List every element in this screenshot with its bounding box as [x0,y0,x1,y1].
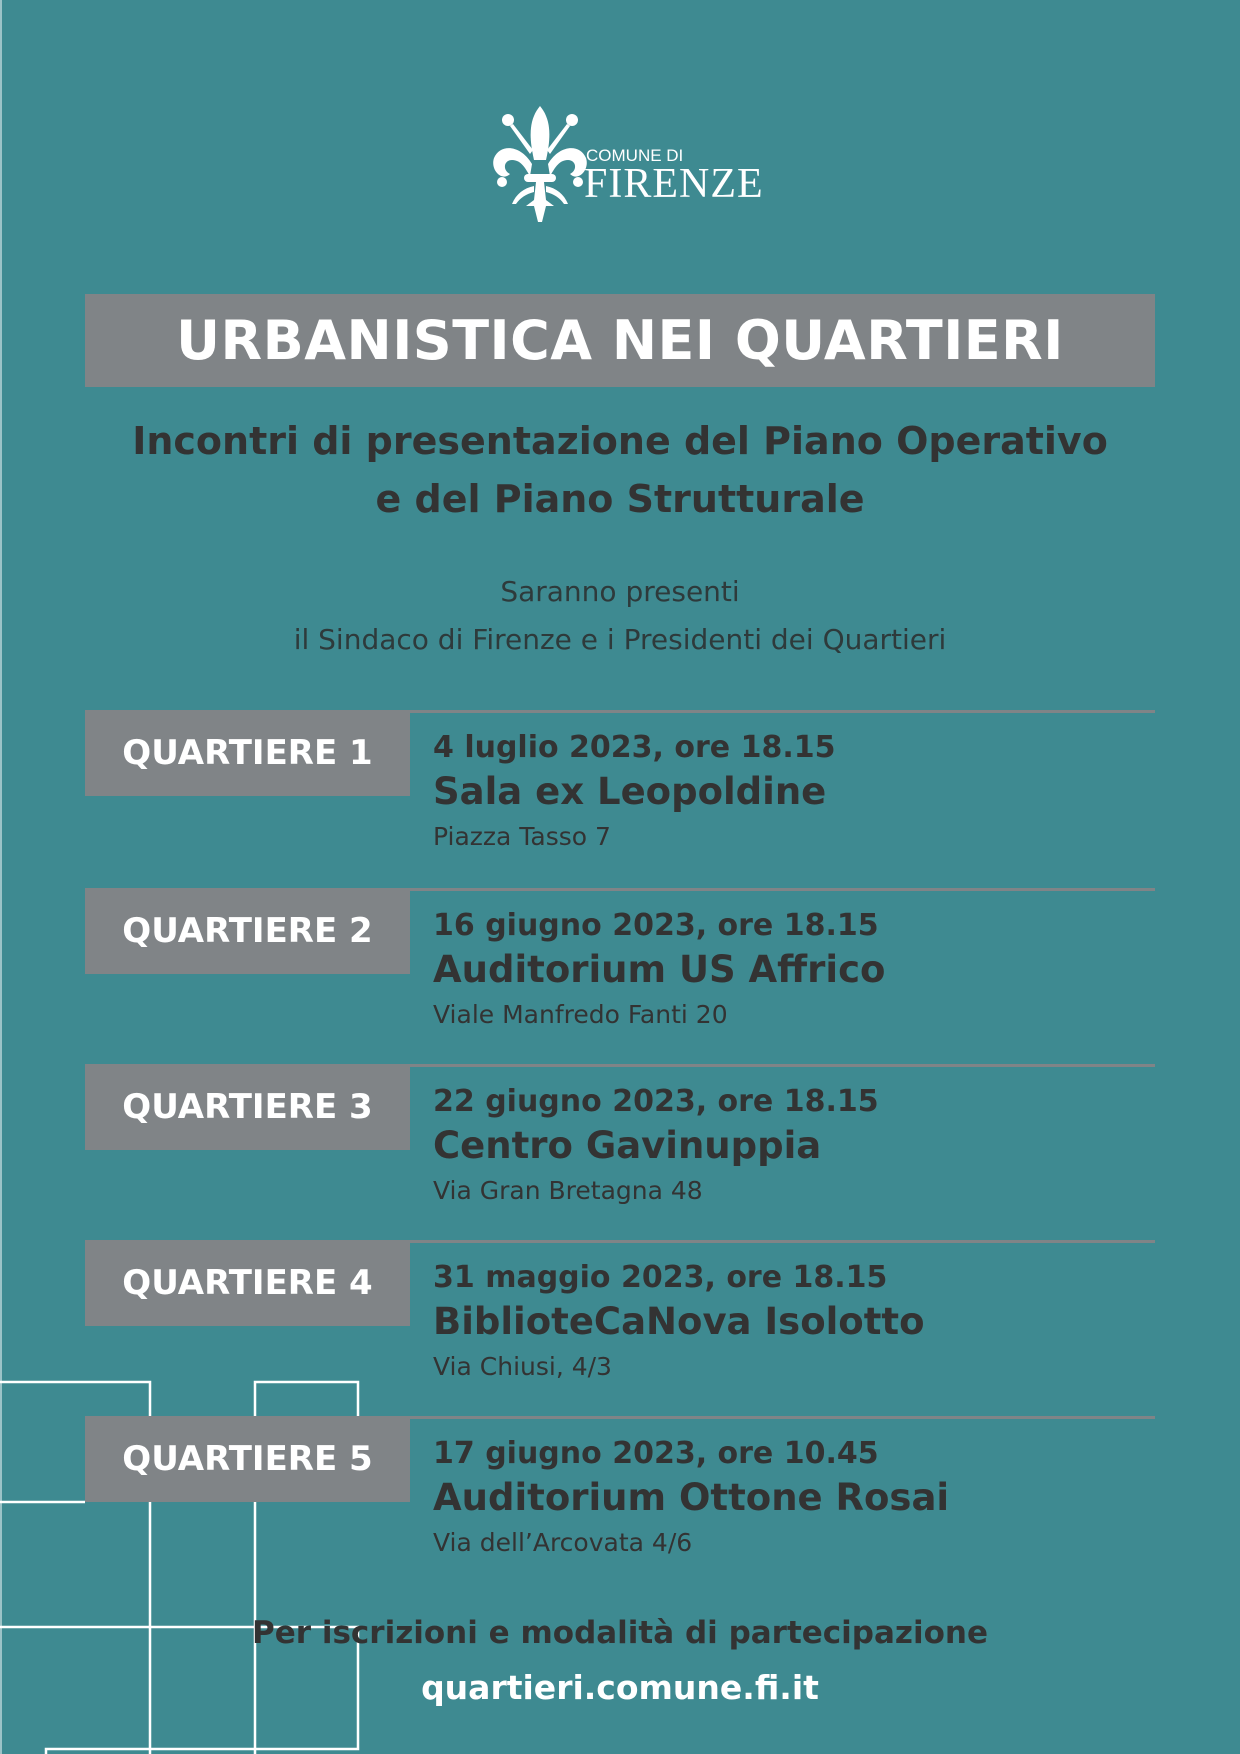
event-row-quartiere-5: QUARTIERE 5 17 giugno 2023, ore 10.45 Au… [85,1416,1155,1596]
footer-info: Per iscrizioni e modalità di partecipazi… [252,1615,988,1651]
event-address: Piazza Tasso 7 [433,822,611,851]
event-date: 17 giugno 2023, ore 10.45 [433,1436,879,1471]
logo-text-firenze: FIRENZE [584,161,764,207]
page-edge [0,0,2,1754]
intro-line: il Sindaco di Firenze e i Presidenti dei… [293,623,947,656]
grid-line [0,1625,360,1754]
page-title: URBANISTICA NEI QUARTIERI [176,309,1064,372]
intro-text: Saranno presenti il Sindaco di Firenze e… [0,568,1240,664]
row-divider [85,888,1155,891]
event-row-quartiere-2: QUARTIERE 2 16 giugno 2023, ore 18.15 Au… [85,888,1155,1068]
quartiere-label: QUARTIERE 5 [85,1416,410,1502]
quartiere-label: QUARTIERE 2 [85,888,410,974]
intro-line: Saranno presenti [500,575,740,608]
event-date: 4 luglio 2023, ore 18.15 [433,730,836,765]
event-venue: Auditorium Ottone Rosai [433,1476,950,1519]
quartiere-label: QUARTIERE 4 [85,1240,410,1326]
event-row-quartiere-1: QUARTIERE 1 4 luglio 2023, ore 18.15 Sal… [85,710,1155,890]
title-banner: URBANISTICA NEI QUARTIERI [85,294,1155,387]
event-venue: Auditorium US Affrico [433,948,886,991]
event-address: Via dell’Arcovata 4/6 [433,1528,693,1557]
event-address: Via Chiusi, 4/3 [433,1352,612,1381]
event-row-quartiere-4: QUARTIERE 4 31 maggio 2023, ore 18.15 Bi… [85,1240,1155,1420]
grid-line [0,1380,152,1754]
event-venue: Centro Gavinuppia [433,1124,822,1167]
event-venue: BiblioteCaNova Isolotto [433,1300,925,1343]
event-date: 31 maggio 2023, ore 18.15 [433,1260,888,1295]
fleur-de-lis-icon [493,106,587,222]
event-date: 22 giugno 2023, ore 18.15 [433,1084,879,1119]
subtitle: Incontri di presentazione del Piano Oper… [0,412,1240,528]
quartiere-label: QUARTIERE 1 [85,710,410,796]
row-divider [85,710,1155,713]
event-venue: Sala ex Leopoldine [433,770,827,813]
quartiere-label: QUARTIERE 3 [85,1064,410,1150]
row-divider [85,1416,1155,1419]
event-address: Viale Manfredo Fanti 20 [433,1000,728,1029]
grid-line [253,1380,360,1754]
comune-di-firenze-logo: COMUNE DI FIRENZE [490,104,763,228]
subtitle-line: Incontri di presentazione del Piano Oper… [132,419,1108,463]
row-divider [85,1064,1155,1067]
row-divider [85,1240,1155,1243]
logo-text-comune-di: COMUNE DI [586,146,684,165]
event-address: Via Gran Bretagna 48 [433,1176,703,1205]
subtitle-line: e del Piano Strutturale [375,477,865,521]
event-date: 16 giugno 2023, ore 18.15 [433,908,879,943]
event-row-quartiere-3: QUARTIERE 3 22 giugno 2023, ore 18.15 Ce… [85,1064,1155,1244]
footer-url-link[interactable]: quartieri.comune.fi.it [421,1668,819,1707]
